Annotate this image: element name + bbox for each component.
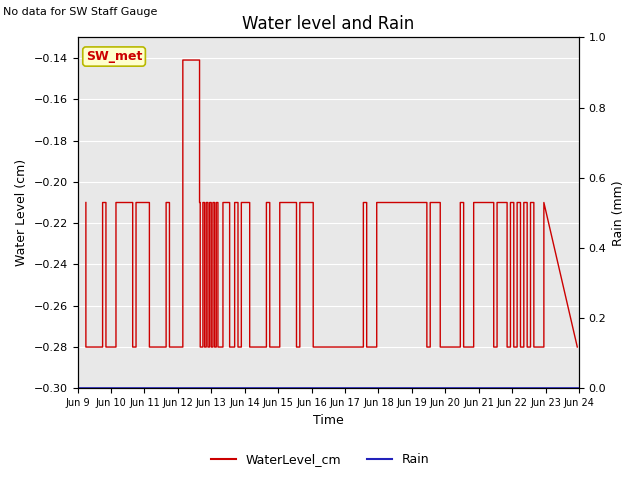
Legend: WaterLevel_cm, Rain: WaterLevel_cm, Rain (206, 448, 434, 471)
Title: Water level and Rain: Water level and Rain (242, 15, 414, 33)
X-axis label: Time: Time (313, 414, 344, 427)
Text: SW_met: SW_met (86, 50, 142, 63)
Y-axis label: Rain (mm): Rain (mm) (612, 180, 625, 246)
Y-axis label: Water Level (cm): Water Level (cm) (15, 159, 28, 266)
Text: No data for SW Staff Gauge: No data for SW Staff Gauge (3, 7, 157, 17)
